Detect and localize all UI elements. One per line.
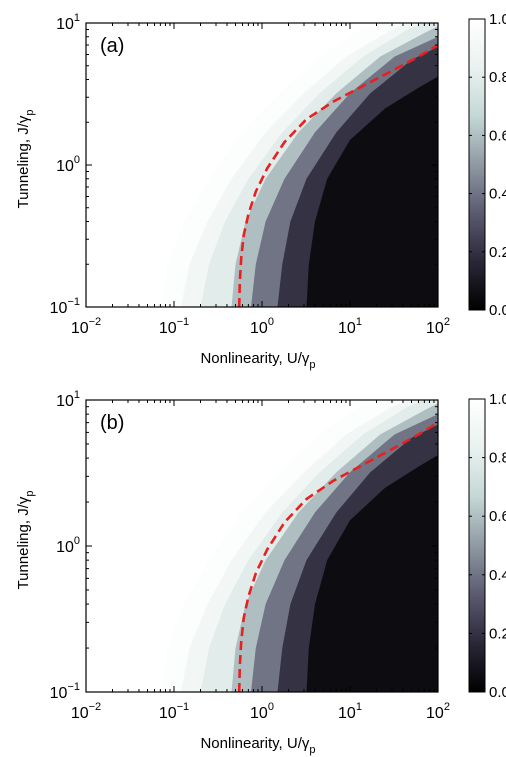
- colorbar-tick-label: 0.2: [489, 625, 506, 642]
- panel-label: (b): [100, 412, 124, 434]
- colorbar: [468, 18, 486, 311]
- colorbar-tick-label: 1.0: [489, 391, 506, 408]
- x-tick-label: 10−1: [159, 316, 189, 337]
- colorbar-tick-label: 0.0: [489, 684, 506, 701]
- colorbar-tick-label: 0.0: [489, 302, 506, 319]
- colorbar-tick-label: 0.4: [489, 186, 506, 203]
- y-axis-title: Tunneling, J/γp: [15, 110, 36, 209]
- colorbar-tick-label: 0.6: [489, 127, 506, 144]
- colorbar: [468, 398, 486, 693]
- x-tick-label: 10−2: [71, 701, 101, 722]
- x-tick-label: 102: [426, 316, 450, 337]
- colorbar-tick-label: 0.2: [489, 244, 506, 261]
- panel-a: 10−2 10−1 100 101 10210−1100101Nonlinearity,…: [15, 11, 506, 371]
- dashed-curve: [237, 43, 438, 307]
- x-tick-label: 102: [426, 701, 450, 722]
- x-tick-label: 10−1: [159, 701, 189, 722]
- y-tick-label: 10−1: [50, 296, 80, 317]
- y-tick-label: 100: [56, 535, 80, 556]
- y-tick-label: 10−1: [50, 681, 80, 702]
- heatmap: [86, 400, 438, 692]
- x-tick-label: 101: [338, 701, 362, 722]
- x-axis-title: Nonlinearity, U/γp: [200, 350, 315, 371]
- heatmap-region: [306, 455, 438, 692]
- colorbar-tick-label: 0.4: [489, 567, 506, 584]
- colorbar-tick-label: 0.8: [489, 69, 506, 86]
- x-tick-label: 100: [250, 701, 274, 722]
- heatmap: [86, 23, 438, 307]
- y-tick-label: 101: [56, 389, 80, 410]
- y-axis-title: Tunneling, J/γp: [15, 491, 36, 590]
- panel-b: 10−2 10−1 100 101 10210−1100101Nonlinearity,…: [15, 389, 506, 756]
- colorbar-tick-label: 0.8: [489, 450, 506, 467]
- y-tick-label: 100: [56, 154, 80, 175]
- x-axis-title: Nonlinearity, U/γp: [200, 735, 315, 756]
- colorbar-tick-label: 0.6: [489, 508, 506, 525]
- y-tick-label: 101: [56, 12, 80, 33]
- plot-frame: [85, 22, 439, 308]
- x-tick-label: 100: [250, 316, 274, 337]
- x-tick-label: 10−2: [71, 316, 101, 337]
- x-tick-label: 101: [338, 316, 362, 337]
- heatmap-region: [306, 76, 438, 307]
- panel-label: (a): [100, 35, 124, 57]
- plot-frame: [85, 399, 439, 693]
- colorbar-tick-label: 1.0: [489, 11, 506, 28]
